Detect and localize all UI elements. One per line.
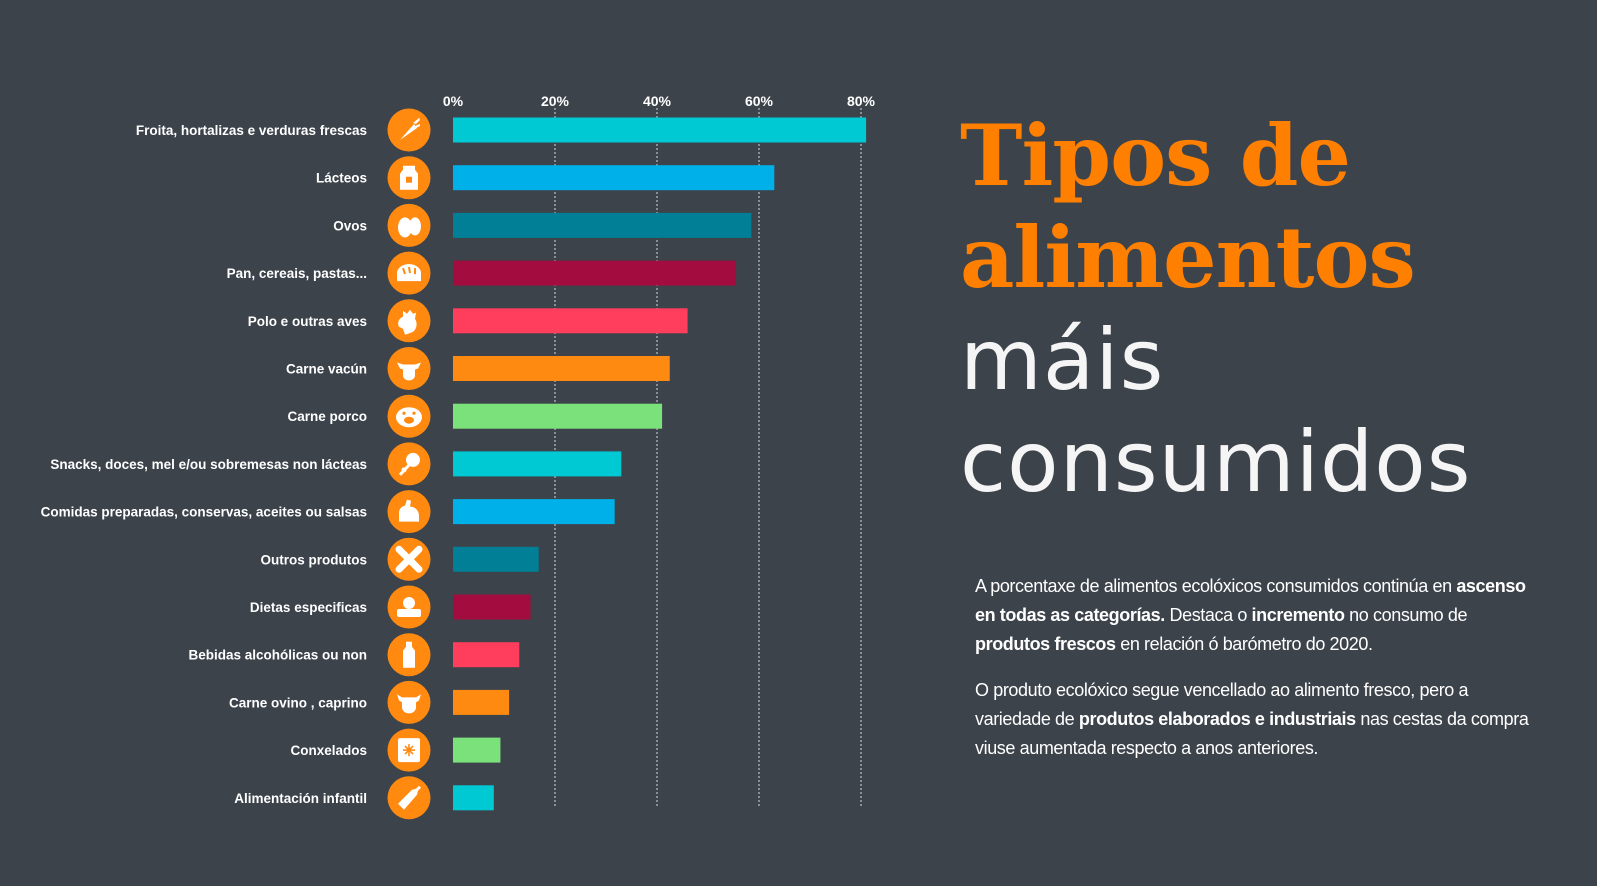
category-label: Comidas preparadas, conservas, aceites o… [41,505,367,520]
cow-icon-glyph [397,362,421,381]
category-label: Froita, hortalizas e verduras frescas [136,123,367,138]
description-highlight: incremento [1251,605,1345,625]
category-label: Snacks, doces, mel e/ou sobremesas non l… [50,457,367,472]
bar [453,451,622,477]
title-line-1: Tipos de [960,106,1351,205]
description-text: en relación ó barómetro do 2020. [1115,634,1373,654]
chicken-icon-glyph [398,309,417,335]
eggs-icon-glyph [398,217,412,238]
x-tick-label: 40% [643,93,672,109]
bar [453,260,737,286]
bottle-icon [387,633,431,677]
description-paragraph-1: A porcentaxe de alimentos ecolóxicos con… [975,572,1535,659]
diet-scale-icon-glyph [403,597,415,609]
bar [453,212,752,238]
bar [453,356,670,381]
category-label: Polo e outras aves [248,314,367,329]
chicken-icon [387,299,431,343]
category-label: Outros produtos [261,552,368,567]
canned-food-icon [387,490,431,534]
bar [453,403,663,429]
category-label: Lácteos [316,171,367,186]
description-highlight: produtos elaborados e industriais [1078,709,1356,729]
bottle-icon-glyph [403,641,415,668]
bar [453,165,775,191]
bar [453,785,494,811]
description-highlight: produtos frescos [975,634,1116,654]
candy-icon-glyph [401,467,407,473]
bar [453,689,510,715]
candy-icon [387,442,431,486]
bar [453,117,867,143]
canned-food-icon-glyph [399,499,419,522]
sheep-icon [387,680,431,724]
category-label: Carne porco [287,409,367,424]
description-paragraph-2: O produto ecolóxico segue vencellado ao … [975,676,1535,763]
category-label: Dietas especificas [250,600,367,615]
x-tick-label: 20% [541,93,570,109]
description-text: A porcentaxe de alimentos ecolóxicos con… [975,576,1457,596]
cross-icon [387,537,431,581]
description-highlight: ascenso en todas as categorías. [975,576,1526,625]
bread-icon [387,251,431,295]
eggs-icon [387,203,431,247]
category-label: Carne ovino , caprino [229,695,367,710]
category-label: Pan, cereais, pastas... [227,266,367,281]
title-line-4: consumidos [960,413,1472,511]
carrot-icon [387,108,431,152]
bar [453,308,688,334]
x-tick-label: 80% [847,93,876,109]
description-text: nas cestas da compra viuse aumentada res… [975,709,1529,758]
baby-bottle-icon-glyph [398,785,421,810]
carrot-icon-glyph [400,124,417,140]
description-text: no consumo de [1344,605,1468,625]
frozen-icon [387,728,431,772]
category-label: Alimentación infantil [234,791,367,806]
description-text: Destaca o [1164,605,1252,625]
category-label: Ovos [333,218,367,233]
bar [453,546,539,572]
title-line-3: máis [960,311,1165,409]
title-block: Tipos de alimentos máis consumidos [960,105,1560,513]
x-tick-label: 0% [443,93,464,109]
bar [453,499,615,525]
x-tick-label: 60% [745,93,774,109]
bar-chart: 0% 20% 40% 60% 80% Froita, hortalizas e verdu… [41,93,876,820]
eggs-icon-glyph [409,217,421,236]
bar [453,594,531,620]
description: A porcentaxe de alimentos ecolóxicos con… [975,572,1535,780]
category-label: Carne vacún [286,362,367,377]
sheep-icon-glyph [397,694,421,714]
category-label: Conxelados [290,743,367,758]
bar [453,737,501,763]
bar [453,642,520,668]
diet-scale-icon-glyph [397,609,421,617]
cow-icon [387,347,431,390]
title-line-2: alimentos [960,208,1416,307]
milk-carton-icon [387,156,431,200]
category-label: Bebidas alcohólicas ou non [188,648,367,663]
baby-bottle-icon [387,776,431,820]
pig-icon [387,394,431,438]
diet-scale-icon [387,585,431,629]
description-text: O produto ecolóxico segue vencellado ao … [975,680,1469,729]
carrot-icon-glyph [413,118,420,128]
